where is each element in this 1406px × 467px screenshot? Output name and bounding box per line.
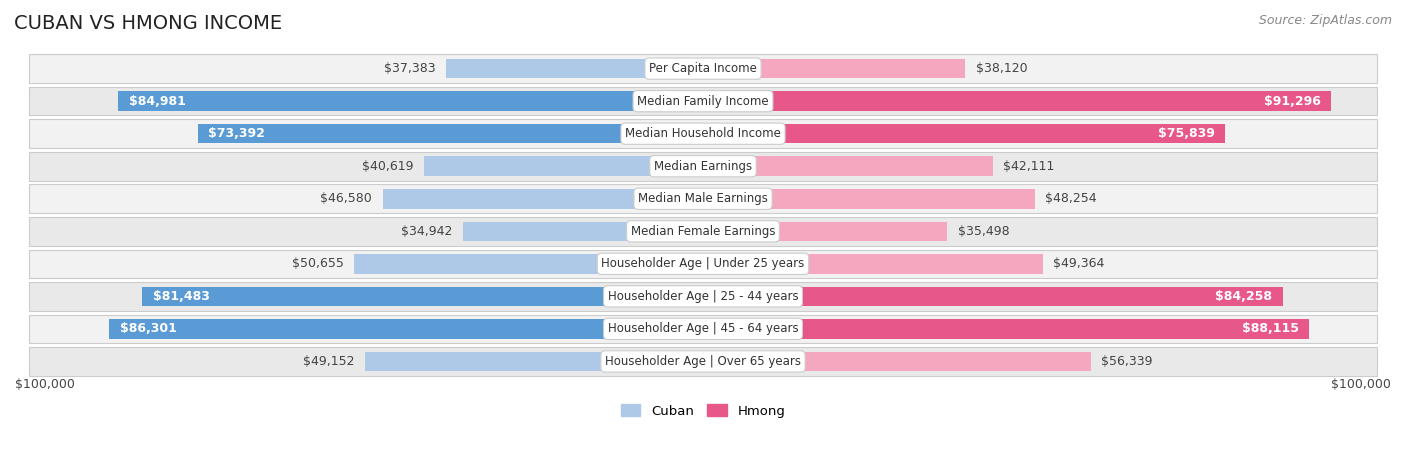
Bar <box>703 189 1035 209</box>
Bar <box>703 92 1331 111</box>
Bar <box>463 221 703 241</box>
Bar <box>28 184 1378 213</box>
Text: Median Earnings: Median Earnings <box>654 160 752 173</box>
Text: Source: ZipAtlas.com: Source: ZipAtlas.com <box>1258 14 1392 27</box>
Bar <box>28 217 1378 246</box>
Text: $86,301: $86,301 <box>120 322 176 335</box>
Bar <box>703 352 1091 371</box>
Text: $88,115: $88,115 <box>1241 322 1299 335</box>
Text: $48,254: $48,254 <box>1045 192 1097 205</box>
Text: $42,111: $42,111 <box>1002 160 1054 173</box>
Text: $49,152: $49,152 <box>304 355 354 368</box>
Text: $34,942: $34,942 <box>401 225 453 238</box>
Bar <box>703 156 993 176</box>
Text: $100,000: $100,000 <box>1331 378 1391 391</box>
Text: $46,580: $46,580 <box>321 192 373 205</box>
Text: $75,839: $75,839 <box>1157 127 1215 140</box>
Bar <box>423 156 703 176</box>
Text: $84,258: $84,258 <box>1215 290 1272 303</box>
Text: $56,339: $56,339 <box>1101 355 1153 368</box>
Bar <box>364 352 703 371</box>
Bar <box>28 315 1378 343</box>
Text: $81,483: $81,483 <box>153 290 209 303</box>
Bar <box>703 254 1043 274</box>
Text: $84,981: $84,981 <box>129 95 186 108</box>
Text: $73,392: $73,392 <box>208 127 266 140</box>
Bar <box>28 87 1378 115</box>
Text: $50,655: $50,655 <box>292 257 344 270</box>
Bar <box>354 254 703 274</box>
Bar <box>446 59 703 78</box>
Text: Householder Age | Over 65 years: Householder Age | Over 65 years <box>605 355 801 368</box>
Text: Householder Age | 25 - 44 years: Householder Age | 25 - 44 years <box>607 290 799 303</box>
Text: Householder Age | Under 25 years: Householder Age | Under 25 years <box>602 257 804 270</box>
Bar <box>28 249 1378 278</box>
Bar <box>703 221 948 241</box>
Text: $37,383: $37,383 <box>384 62 436 75</box>
Bar <box>110 319 703 339</box>
Text: Per Capita Income: Per Capita Income <box>650 62 756 75</box>
Bar <box>703 124 1225 143</box>
Bar <box>28 54 1378 83</box>
Bar <box>28 282 1378 311</box>
Bar <box>703 319 1309 339</box>
Bar <box>118 92 703 111</box>
Text: Householder Age | 45 - 64 years: Householder Age | 45 - 64 years <box>607 322 799 335</box>
Text: Median Male Earnings: Median Male Earnings <box>638 192 768 205</box>
Text: $100,000: $100,000 <box>15 378 75 391</box>
Bar <box>703 287 1282 306</box>
Text: Median Household Income: Median Household Income <box>626 127 780 140</box>
Text: CUBAN VS HMONG INCOME: CUBAN VS HMONG INCOME <box>14 14 283 33</box>
Text: $35,498: $35,498 <box>957 225 1010 238</box>
Bar <box>198 124 703 143</box>
Text: $38,120: $38,120 <box>976 62 1028 75</box>
Bar <box>28 120 1378 148</box>
Bar <box>382 189 703 209</box>
Text: Median Family Income: Median Family Income <box>637 95 769 108</box>
Bar <box>28 152 1378 181</box>
Bar <box>28 347 1378 376</box>
Bar <box>142 287 703 306</box>
Text: Median Female Earnings: Median Female Earnings <box>631 225 775 238</box>
Text: $40,619: $40,619 <box>361 160 413 173</box>
Text: $49,364: $49,364 <box>1053 257 1104 270</box>
Text: $91,296: $91,296 <box>1264 95 1320 108</box>
Bar <box>703 59 966 78</box>
Legend: Cuban, Hmong: Cuban, Hmong <box>616 399 790 423</box>
